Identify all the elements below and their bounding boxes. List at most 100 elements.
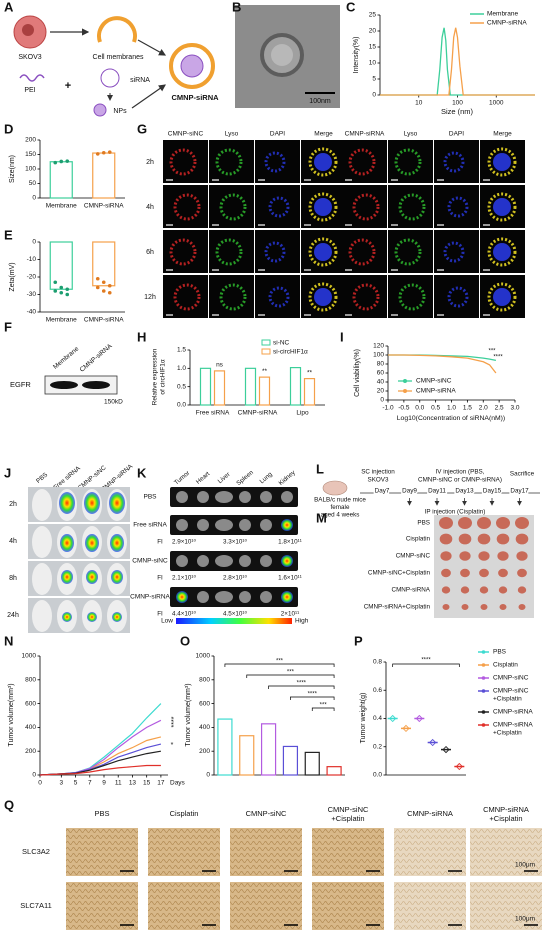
row-label: SLC3A2 — [22, 847, 50, 856]
timeline-text: BALB/c nude mice — [314, 497, 366, 504]
cell-signal — [314, 243, 332, 261]
ihc-image — [148, 882, 220, 930]
panel-label: B — [232, 0, 241, 14]
ihc-image — [230, 882, 302, 930]
x-tick-label: 2.5 — [495, 405, 504, 412]
row-label: 6h — [146, 249, 154, 256]
x-tick-label: 100 — [452, 100, 463, 107]
y-axis-title: Tumor volume(mm³) — [185, 683, 192, 746]
tumor — [439, 517, 453, 529]
y-axis-title: Relative expression — [152, 348, 159, 405]
data-marker — [455, 762, 463, 771]
cell-signal — [493, 153, 511, 171]
y-tick-label: 1000 — [196, 653, 211, 660]
significance: *** — [320, 703, 328, 709]
legend-marker — [481, 723, 486, 727]
row-label: CMNP-siRNA — [130, 594, 170, 601]
legend-swatch — [261, 339, 271, 346]
data-point — [53, 280, 58, 285]
data-point — [107, 150, 112, 154]
column-header: PBS — [35, 471, 49, 484]
y-tick-label: 400 — [25, 724, 36, 731]
column-header: Lung — [258, 471, 274, 486]
bar — [289, 367, 302, 406]
y-tick-label: 400 — [199, 724, 210, 731]
tumor — [440, 551, 452, 561]
fluorescence — [61, 570, 73, 584]
cell-signal — [169, 148, 197, 176]
day-label: Day9 — [402, 488, 417, 495]
data-point — [59, 290, 64, 295]
tumor — [477, 533, 491, 545]
column-header: DAPI — [449, 131, 464, 138]
blot — [44, 375, 118, 395]
line-series — [39, 736, 162, 776]
y-tick-label: 1.0 — [177, 365, 186, 372]
tumor-photo — [434, 515, 534, 618]
cell-signal — [264, 151, 286, 173]
data-point — [65, 159, 70, 163]
cell-signal — [394, 148, 422, 176]
y-tick-label: -30 — [27, 291, 37, 298]
mouse — [32, 489, 52, 521]
y-tick-label: 600 — [25, 700, 36, 707]
column-header: +Cisplatin — [489, 814, 522, 823]
cell-signal — [173, 193, 201, 221]
fluorescence — [111, 570, 123, 584]
y-tick-label: 0.5 — [177, 383, 186, 390]
y-axis-title: Cell viability(%) — [354, 349, 361, 397]
significance: **** — [308, 692, 318, 698]
legend-label: Cisplatin — [493, 662, 518, 669]
organ — [215, 491, 233, 503]
cell-signal — [352, 283, 380, 311]
line-series — [39, 764, 161, 776]
bar — [282, 745, 299, 776]
column-header: CMNP-siNC — [168, 131, 204, 138]
bar — [303, 378, 316, 406]
y-tick-label: 200 — [25, 748, 36, 755]
significance: * — [171, 742, 174, 749]
tumor — [477, 517, 491, 529]
x-tick-label: Membrane — [46, 317, 77, 324]
panel-label: P — [354, 633, 363, 648]
tumor — [498, 568, 508, 578]
timeline-text: female — [331, 504, 350, 511]
y-tick-label: 0.0 — [177, 402, 186, 409]
ihc-image — [66, 828, 138, 876]
data-point — [65, 287, 70, 292]
fluorescence — [110, 534, 124, 552]
y-tick-label: -20 — [27, 274, 37, 281]
x-tick-label: 9 — [102, 780, 106, 787]
bar — [244, 367, 257, 406]
x-tick-label: 13 — [129, 780, 137, 787]
legend-label: CMNP-siRNA — [493, 709, 533, 716]
cell-signal — [493, 243, 511, 261]
legend-marker — [481, 710, 486, 714]
x-tick-label: 3.0 — [510, 405, 519, 412]
organ-image — [170, 587, 298, 607]
timeline-text: CMNP-siNC or CMNP-siRNA) — [418, 477, 502, 484]
significance: *** — [276, 659, 284, 665]
data-marker — [402, 724, 410, 733]
group-label: CMNP-siRNA+Cisplatin — [364, 604, 431, 611]
y-tick-label: 0 — [206, 772, 210, 779]
tem-image — [235, 5, 340, 108]
panel-label: Q — [4, 797, 14, 812]
data-point — [59, 285, 64, 290]
tumor — [441, 586, 451, 594]
ihc-image — [312, 882, 384, 930]
ihc-image — [312, 828, 384, 876]
x-tick-label: 5 — [74, 780, 78, 787]
timeline-text: IP injection (Cisplatin) — [425, 509, 486, 516]
legend-swatch — [261, 348, 271, 355]
cell-signal — [398, 193, 426, 221]
tumor — [460, 586, 470, 594]
tumor — [460, 568, 470, 578]
significance-bracket — [392, 663, 460, 667]
x-tick-label: -0.5 — [398, 405, 410, 412]
y-axis-title: Tumor volume(mm³) — [8, 683, 15, 746]
organ — [215, 519, 233, 531]
significance: ns — [216, 362, 224, 369]
ihc-image — [148, 828, 220, 876]
fi-value: 1.6×10¹¹ — [278, 575, 302, 582]
